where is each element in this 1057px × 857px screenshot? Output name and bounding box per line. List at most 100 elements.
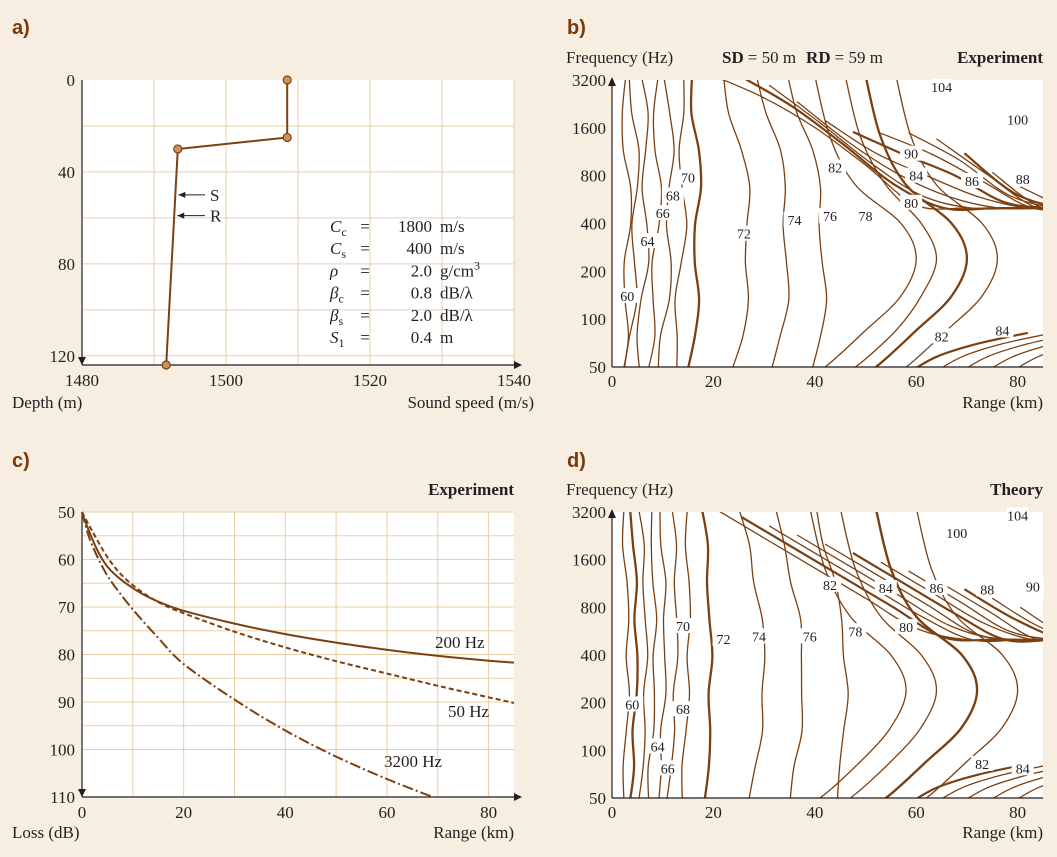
contour-line (636, 80, 650, 367)
contour-label-bg (961, 173, 984, 189)
panel-c-letter: c) (12, 450, 30, 472)
contour-label-82: 82 (935, 330, 949, 345)
contour-label-bg (945, 525, 968, 541)
panel-b-tag: Experiment (957, 48, 1043, 67)
contour-line (666, 512, 679, 798)
panel-a-xtick: 1500 (209, 371, 243, 390)
panel-d-xtick: 40 (806, 803, 823, 822)
series-label: 200 Hz (435, 633, 485, 652)
panel-b-ytick: 800 (581, 167, 607, 186)
contour-line (908, 570, 1043, 639)
panel-b-sd-val: = 50 m (748, 48, 796, 67)
contour-label-bg (824, 159, 847, 175)
panel-d-ytick: 400 (581, 646, 607, 665)
contour-line (744, 80, 1043, 211)
contour-line (992, 776, 1043, 798)
profile-node (173, 144, 183, 154)
contour-label-bg (930, 78, 953, 94)
contour-label-bg (646, 738, 669, 754)
panel-a-source-receiver: SR (177, 186, 222, 226)
panel-b-xlabel: Range (km) (962, 393, 1043, 412)
contour-label-88: 88 (1016, 173, 1030, 188)
contour-line (621, 80, 633, 367)
contour-label-88: 88 (980, 583, 994, 598)
param-symbol: ρ (329, 261, 338, 280)
param-equals: = (360, 217, 370, 236)
contour-line (739, 512, 766, 798)
panel-a-speed-label: Sound speed (m/s) (407, 393, 534, 412)
loss-line-dashdot (81, 511, 434, 798)
contour-label-bg (651, 205, 674, 221)
panel-b-ticks: 3200 1600 800 400 200 100 500 20 40 60 80 (572, 71, 1026, 391)
panel-c-ytick: 60 (58, 551, 75, 570)
contour-line (648, 80, 663, 367)
panel-c-tag: Experiment (428, 480, 514, 499)
contour-line (967, 339, 1043, 367)
contour-label-bg (844, 623, 867, 639)
contour-label-84: 84 (995, 324, 1009, 339)
contour-label-bg (905, 167, 928, 183)
contour-line (701, 512, 714, 798)
panel-c-ytick: 70 (58, 598, 75, 617)
contour-label-bg (1011, 171, 1034, 187)
contour-label-bg (874, 579, 897, 595)
panel-a-ytick: 40 (58, 163, 75, 182)
contour-line (1017, 785, 1043, 798)
panel-b-xtick: 0 (608, 372, 617, 391)
param-subscript: c (338, 292, 343, 306)
contour-line (681, 512, 692, 798)
param-unit: m/s (440, 217, 465, 236)
contour-label-bg (900, 145, 923, 161)
panel-b-sd-key: SD (722, 48, 744, 67)
panel-b-ytick: 200 (581, 262, 607, 281)
panel-b-header: SD = 50 m RD = 59 m (722, 48, 883, 67)
contour-label-bg (1011, 760, 1034, 776)
contour-line (963, 588, 1043, 634)
panel-c-series-labels: 200 Hz 50 Hz 3200 Hz (384, 633, 490, 771)
contour-line (845, 80, 938, 367)
profile-node (282, 75, 292, 85)
panel-d-ytick: 1600 (572, 551, 606, 570)
panel-d-contours: 104 100 90 82 84 86 88 80 78 76 74 72 70 68 66 64 60 82 84 (621, 507, 1044, 798)
contour-line (647, 512, 658, 798)
panel-a-ytick: 80 (58, 255, 75, 274)
panel-d-ytick: 800 (581, 598, 607, 617)
contour-line (775, 512, 804, 798)
panel-a: a) 1480 1500 1520 1540 0 40 80 120 SR Depth (m)… (12, 17, 534, 412)
marker-arrow-S (178, 191, 186, 198)
panel-c-xtick: 0 (78, 803, 87, 822)
param-value: 0.8 (411, 284, 432, 303)
panel-a-y-arrow (78, 357, 86, 365)
param-unit: dB/λ (440, 306, 474, 325)
profile-node (161, 360, 171, 370)
param-value: 2.0 (411, 306, 432, 325)
contour-label-100: 100 (946, 527, 967, 542)
panel-d-xtick: 60 (908, 803, 925, 822)
contour-line (915, 331, 1029, 367)
contour-label-66: 66 (661, 762, 675, 777)
series-label: 3200 Hz (384, 752, 443, 771)
contour-label-bg (656, 760, 679, 776)
contour-line (880, 561, 1043, 642)
panel-b-rd-key: RD (806, 48, 831, 67)
contour-label-bg (925, 579, 948, 595)
contour-label-60: 60 (620, 290, 634, 305)
contour-line (992, 345, 1043, 367)
contour-label-68: 68 (676, 703, 690, 718)
param-equals: = (360, 328, 370, 347)
panel-b-y-arrow (608, 77, 616, 86)
panel-c-ylabel: Loss (dB) (12, 823, 80, 842)
panel-b-letter: b) (567, 17, 586, 39)
panel-c-ytick: 80 (58, 646, 75, 665)
panel-a-x-arrow (514, 361, 522, 369)
contour-line (740, 515, 1043, 642)
panel-c-xtick: 80 (480, 803, 497, 822)
series-label: 50 Hz (448, 702, 490, 721)
contour-line (796, 534, 1043, 642)
contour-label-76: 76 (823, 210, 837, 225)
contour-line (796, 101, 1043, 210)
contour-label-bg (991, 322, 1014, 338)
contour-label-84: 84 (879, 582, 893, 597)
panel-c-x-arrow (514, 793, 522, 801)
